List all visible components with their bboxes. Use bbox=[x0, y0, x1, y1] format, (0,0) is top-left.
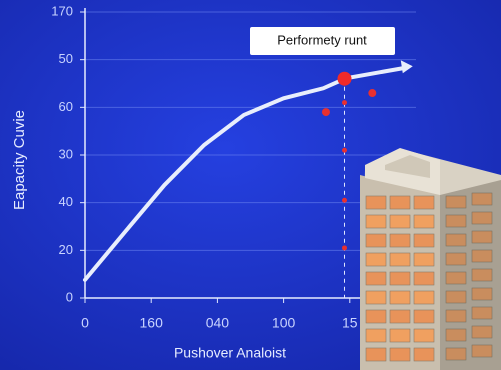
side-window bbox=[445, 309, 467, 323]
side-window bbox=[445, 252, 467, 266]
y-tick-label: 60 bbox=[59, 99, 73, 114]
side-window bbox=[445, 328, 467, 342]
side-window bbox=[471, 230, 493, 244]
side-window bbox=[445, 233, 467, 247]
side-window bbox=[445, 290, 467, 304]
side-window bbox=[471, 249, 493, 263]
y-tick-label: 30 bbox=[59, 146, 73, 161]
red-point bbox=[342, 100, 348, 106]
arrow-head bbox=[400, 60, 413, 74]
red-point bbox=[321, 108, 330, 117]
window bbox=[365, 233, 387, 248]
window bbox=[365, 252, 387, 267]
window bbox=[413, 214, 435, 229]
side-window bbox=[471, 211, 493, 225]
window bbox=[365, 214, 387, 229]
window bbox=[413, 347, 435, 362]
window bbox=[389, 195, 411, 210]
side-window bbox=[445, 271, 467, 285]
window bbox=[389, 309, 411, 324]
side-window bbox=[471, 287, 493, 301]
side-window bbox=[445, 347, 467, 361]
y-tick-label: 50 bbox=[59, 51, 73, 66]
window bbox=[413, 309, 435, 324]
window bbox=[389, 347, 411, 362]
building-illustration bbox=[360, 148, 501, 370]
window bbox=[365, 271, 387, 286]
window bbox=[413, 252, 435, 267]
window bbox=[413, 290, 435, 305]
window bbox=[413, 195, 435, 210]
side-window bbox=[471, 325, 493, 339]
side-window bbox=[471, 268, 493, 282]
side-window bbox=[471, 344, 493, 358]
y-tick-label: 40 bbox=[59, 194, 73, 209]
x-tick-label: 15 bbox=[342, 315, 358, 331]
window bbox=[365, 328, 387, 343]
window bbox=[413, 233, 435, 248]
x-axis-label: Pushover Analoist bbox=[174, 345, 286, 361]
red-point bbox=[368, 89, 377, 98]
window bbox=[389, 214, 411, 229]
x-tick-label: 0 bbox=[81, 315, 89, 331]
red-point bbox=[342, 245, 348, 251]
annotation-box bbox=[250, 27, 395, 55]
window bbox=[365, 309, 387, 324]
x-tick-label: 100 bbox=[272, 315, 296, 331]
window bbox=[365, 347, 387, 362]
window bbox=[365, 195, 387, 210]
window bbox=[413, 328, 435, 343]
window bbox=[389, 271, 411, 286]
performance-point bbox=[337, 71, 352, 86]
window bbox=[365, 290, 387, 305]
side-window bbox=[471, 192, 493, 206]
window bbox=[389, 252, 411, 267]
annotation: Performety runt bbox=[277, 32, 367, 47]
red-point bbox=[342, 147, 348, 153]
x-tick-label: 040 bbox=[206, 315, 230, 331]
window bbox=[389, 290, 411, 305]
window bbox=[413, 271, 435, 286]
side-window bbox=[471, 306, 493, 320]
x-tick-label: 160 bbox=[140, 315, 164, 331]
side-window bbox=[445, 195, 467, 209]
y-axis-label: Eapacity Cuvie bbox=[11, 110, 28, 210]
window bbox=[389, 328, 411, 343]
y-tick-label: 0 bbox=[66, 289, 73, 304]
side-window bbox=[445, 214, 467, 228]
window bbox=[389, 233, 411, 248]
y-tick-label: 170 bbox=[51, 3, 73, 18]
red-point bbox=[342, 197, 348, 203]
y-tick-label: 20 bbox=[59, 242, 73, 257]
